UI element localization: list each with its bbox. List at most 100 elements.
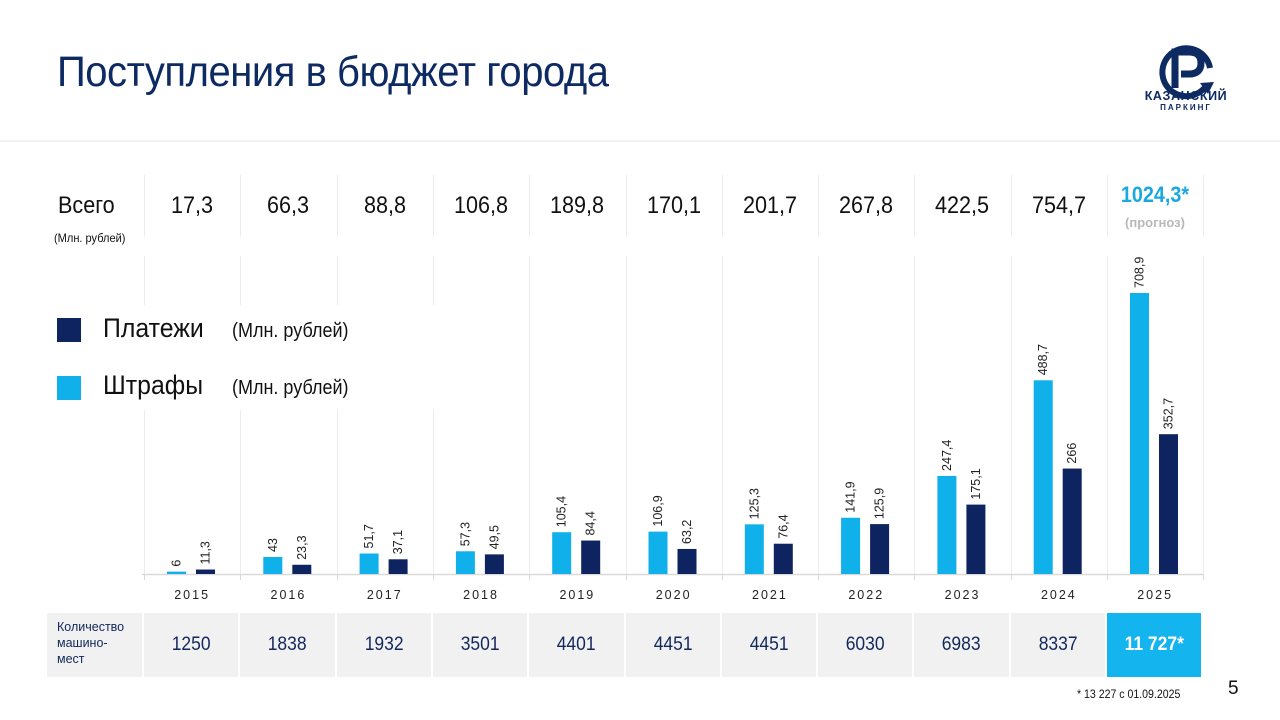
column-divider [1203, 175, 1204, 237]
parking-count-value: 6030 [845, 634, 885, 655]
data-label: 352,7 [1162, 398, 1176, 429]
parking-count-value: 1250 [171, 634, 211, 655]
data-label: 76,4 [776, 514, 790, 538]
column-divider [433, 175, 434, 237]
page-title: Поступления в бюджет города [57, 48, 609, 96]
parking-count-cell: 1932 [337, 613, 431, 677]
x-tick-label: 2022 [848, 588, 884, 602]
x-tick-label: 2015 [174, 588, 210, 602]
parking-count-value: 11 727* [1124, 634, 1184, 655]
bar-fines [263, 556, 283, 574]
bar-payments [1062, 468, 1082, 574]
legend-unit-fines: (Млн. рублей) [232, 377, 349, 399]
data-label: 84,4 [584, 511, 598, 535]
data-label: 11,3 [199, 541, 213, 564]
footnote: * 13 227 с 01.09.2025 [1077, 687, 1181, 701]
column-divider [529, 175, 530, 237]
column-divider [1203, 256, 1204, 574]
header-divider [0, 140, 1280, 142]
data-label: 23,3 [295, 535, 309, 559]
parking-count-cell: 1250 [144, 613, 238, 677]
column-divider [818, 256, 819, 574]
bar-fines [1130, 293, 1149, 574]
parking-count-value: 4451 [653, 634, 693, 655]
x-tick-label: 2017 [367, 588, 403, 602]
legend-swatch-fines [57, 376, 81, 400]
total-value: 170,1 [646, 192, 702, 219]
total-value: 66,3 [266, 192, 310, 219]
column-divider [240, 256, 241, 574]
column-divider [337, 256, 338, 574]
page-number: 5 [1228, 678, 1239, 699]
total-value: 267,8 [838, 192, 894, 219]
x-tick-label: 2023 [945, 588, 981, 602]
data-label: 266 [1065, 443, 1079, 464]
x-tick-label: 2025 [1137, 588, 1173, 602]
data-label: 125,9 [873, 488, 887, 519]
logo-text-parking: ПАРКИНГ [1160, 103, 1212, 112]
data-label: 51,7 [362, 524, 376, 548]
bar-fines [167, 571, 186, 574]
logo-text-kazansky: КАЗАНСКИЙ [1144, 89, 1228, 103]
x-tick-label: 2021 [752, 588, 788, 602]
column-divider [914, 175, 915, 237]
bar-fines [455, 551, 475, 574]
bar-fines [1033, 380, 1053, 574]
parking-count-cell: 8337 [1011, 613, 1105, 677]
legend-swatch-payments [57, 318, 81, 342]
bar-fines [359, 553, 379, 574]
parking-count-value: 1932 [364, 634, 404, 655]
data-label: 105,4 [555, 496, 569, 527]
data-label: 247,4 [940, 440, 954, 471]
parking-count-cell: 3501 [433, 613, 527, 677]
totals-unit: (Млн. рублей) [54, 231, 126, 245]
bar-payments [292, 564, 312, 574]
column-divider [1107, 175, 1108, 237]
column-divider [1107, 256, 1108, 574]
data-label: 63,2 [680, 520, 694, 544]
bar-fines [648, 531, 668, 574]
column-divider [144, 256, 145, 574]
data-label: 57,3 [458, 522, 472, 546]
data-label: 49,5 [487, 525, 501, 549]
data-label: 125,3 [747, 488, 761, 519]
parking-count-cell: 4451 [722, 613, 816, 677]
logo-icon [1159, 45, 1214, 100]
total-value: 88,8 [363, 192, 407, 219]
legend-label-payments: Платежи [103, 313, 204, 343]
x-tick-label: 2018 [463, 588, 499, 602]
x-tick-label: 2024 [1041, 588, 1077, 602]
totals-label: Всего [58, 192, 115, 219]
column-divider [529, 256, 530, 574]
column-divider [1011, 175, 1012, 237]
parking-count-cell: 4451 [626, 613, 720, 677]
parking-count-value: 4451 [749, 634, 789, 655]
bar-payments [966, 504, 986, 574]
column-divider [144, 175, 145, 237]
legend-unit-payments: (Млн. рублей) [232, 320, 349, 342]
column-divider [818, 175, 819, 237]
total-value: 1024,3* [1120, 182, 1190, 207]
total-value: 17,3 [170, 192, 214, 219]
bar-fines [552, 532, 572, 574]
bar-fines [937, 475, 957, 574]
bar-payments [388, 559, 408, 574]
forecast-note: (прогноз) [1125, 215, 1185, 230]
x-tick-label: 2016 [271, 588, 307, 602]
parking-count-cell: 1838 [240, 613, 335, 677]
bar-payments [1159, 434, 1178, 574]
parking-count-label-line: Количество [57, 620, 125, 634]
total-value: 106,8 [453, 192, 509, 219]
parking-count-value: 4401 [557, 634, 596, 655]
parking-count-label: Количество машино- мест [47, 613, 142, 677]
column-divider [1011, 256, 1012, 574]
parking-count-value: 1838 [268, 634, 307, 655]
data-label: 43 [266, 538, 280, 552]
x-tick-label: 2019 [559, 588, 595, 602]
column-divider [240, 175, 241, 237]
data-label: 488,7 [1036, 344, 1050, 375]
column-divider [626, 256, 627, 574]
bar-payments [581, 540, 601, 574]
bar-payments [677, 548, 697, 574]
parking-count-cell: 11 727* [1107, 613, 1201, 677]
